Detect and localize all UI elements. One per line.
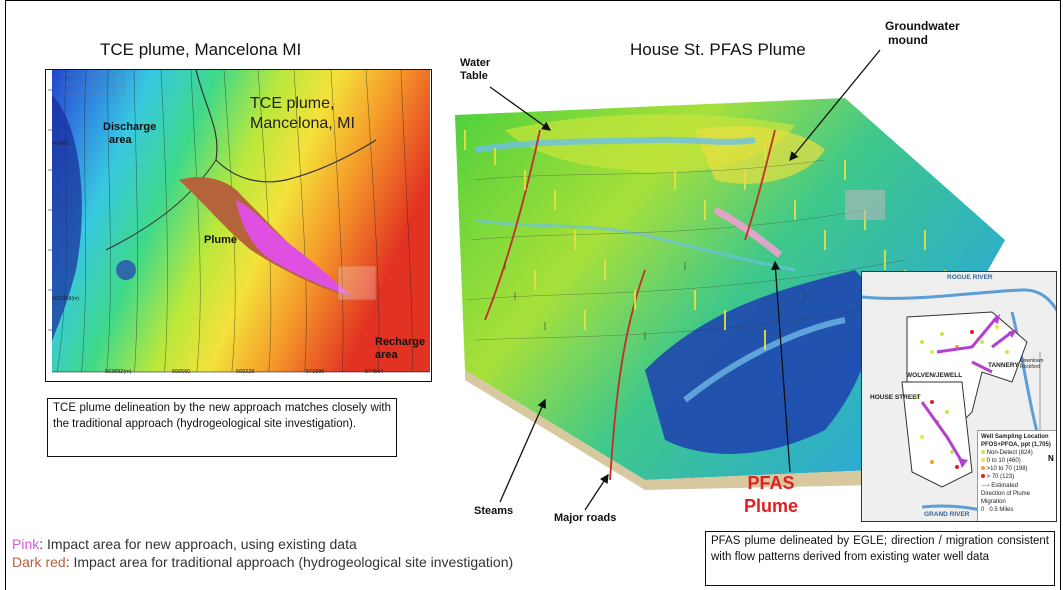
inset-house-street: HOUSE STREET	[870, 394, 921, 401]
map-inner-title: TCE plume, Mancelona, MI	[250, 94, 355, 134]
inset-downtown: Downtown Rockford	[1020, 358, 1044, 370]
left-title: TCE plume, Mancelona MI	[100, 40, 302, 59]
tce-heatmap	[46, 70, 430, 381]
y-tick-1: 465466	[52, 141, 69, 147]
inset-grand-river: GRAND RIVER	[924, 511, 970, 518]
legend-pink-text: : Impact area for new approach, using ex…	[39, 536, 357, 552]
plume-new-approach	[236, 200, 351, 296]
recharge-area-label: Recharge area	[375, 336, 426, 361]
tce-caption: TCE plume delineation by the new approac…	[47, 398, 397, 457]
x-tick-1: 563892(m)	[105, 369, 132, 375]
inset-tannery: TANNERY	[988, 362, 1019, 369]
right-title: House St. PFAS Plume	[630, 40, 806, 59]
discharge-pool	[46, 90, 82, 360]
legend-pink-key: Pink	[12, 536, 40, 552]
groundwater-mound-label: Groundwater mound	[885, 19, 960, 47]
legend-arrow: ⟶ Estimated	[981, 482, 1018, 489]
x-tick-2: 566560	[172, 369, 191, 375]
legend-item-3: > 70 (123)	[981, 473, 1053, 481]
x-tick-3: 569228	[236, 369, 255, 375]
map-inner-title-line2: Mancelona, MI	[250, 115, 355, 132]
legend-red-key: Dark red	[12, 554, 66, 570]
major-roads-label: Major roads	[554, 512, 617, 524]
map-inner-title-line1: TCE plume,	[250, 95, 335, 112]
pfas-caption: PFAS plume delineated by EGLE; direction…	[705, 531, 1055, 586]
y-tick-2: 4632358(m)	[52, 296, 79, 302]
plume-label: Plume	[204, 234, 238, 246]
x-tick-4: 571896	[306, 369, 325, 375]
inset-legend: Well Sampling Location PFOS+PFOA, ppt (1…	[977, 430, 1056, 521]
legend-item-1: 0 to 10 (460)	[981, 457, 1053, 465]
stream-line	[195, 70, 377, 183]
pfas-plume-stripe	[713, 206, 783, 258]
inset-rogue-river: ROGUE RIVER	[947, 274, 993, 281]
blue-water-channel	[645, 270, 872, 454]
slide-frame	[5, 0, 1061, 590]
discharge-area-label: Discharge area	[103, 121, 157, 146]
water-table-label: Water Table	[460, 57, 491, 82]
legend-pink: Pink: Impact area for new approach, usin…	[12, 536, 357, 552]
pfas-inset-map: ROGUE RIVER TANNERY Downtown Rockford WO…	[861, 271, 1057, 522]
streams-label: Steams	[474, 505, 514, 517]
legend-scale: 0 0.5 Miles	[981, 506, 1014, 513]
pfas-plume-label: PFAS Plume	[744, 473, 799, 517]
legend-item-2: >10 to 70 (198)	[981, 465, 1053, 473]
terrain-wall	[465, 370, 875, 490]
legend-red-text: : Impact area for traditional approach (…	[65, 554, 514, 570]
x-tick-5: 574564	[365, 369, 384, 375]
tce-plume-map	[45, 69, 432, 382]
north-arrow-icon: N	[1048, 454, 1054, 463]
legend-item-0: Non-Detect (824)	[981, 449, 1053, 457]
legend-red: Dark red: Impact area for traditional ap…	[12, 554, 513, 570]
inset-wolven: WOLVEN/JEWELL	[906, 372, 963, 379]
